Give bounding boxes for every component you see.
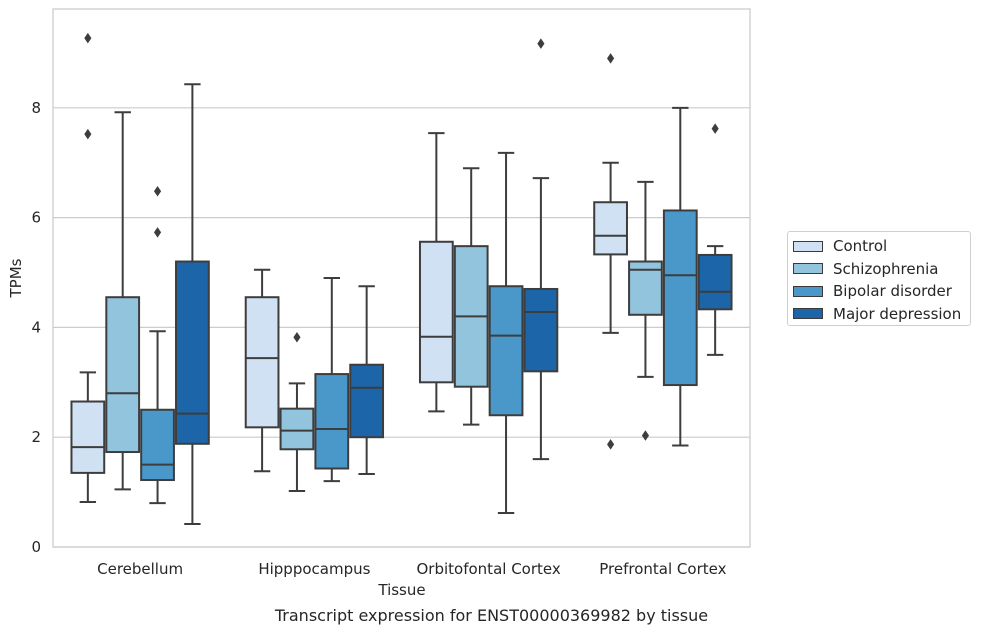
box-body (697, 253, 733, 311)
box (314, 277, 350, 483)
box (697, 123, 733, 356)
plot-frame (52, 8, 751, 548)
legend-label: Major depression (833, 304, 962, 323)
x-tick-labels: Cerebellum Hipppocampus Orbitofontal Corte… (97, 560, 726, 578)
outlier-point (84, 128, 92, 140)
y-tick-label: 8 (31, 99, 41, 117)
x-tick-label: Cerebellum (97, 560, 183, 578)
box-body (593, 201, 628, 256)
box-body (488, 285, 524, 417)
legend-swatch (793, 240, 823, 252)
outlier-point (84, 32, 92, 44)
x-tick-label: Prefrontal Cortex (599, 560, 726, 578)
legend-swatch (793, 285, 823, 297)
chart-caption: Transcript expression for ENST0000036998… (274, 606, 709, 625)
legend-item: Bipolar disorder (793, 280, 952, 302)
legend-item: Schizophrenia (793, 258, 938, 280)
y-tick-label: 4 (31, 318, 41, 336)
y-tick-labels: 0 2 4 6 8 (31, 99, 41, 556)
box (662, 106, 698, 447)
box (418, 132, 454, 413)
outlier-point (641, 430, 650, 441)
series-bipolar-disorder (140, 106, 698, 514)
legend-item: Major depression (793, 303, 961, 325)
series-control (70, 32, 628, 503)
box (593, 53, 628, 450)
box (279, 332, 315, 493)
box (70, 32, 106, 503)
y-tick-label: 2 (31, 428, 41, 446)
legend-label: Control (833, 237, 888, 255)
box (628, 180, 663, 441)
legend-swatch (793, 263, 823, 274)
box-body (523, 287, 559, 373)
outlier-point (607, 53, 615, 64)
box (140, 186, 175, 505)
box-series (70, 32, 733, 525)
outlier-point (607, 439, 615, 450)
box (105, 111, 141, 491)
legend-item: Control (793, 235, 887, 257)
box-body (662, 209, 698, 387)
x-tick-label: Hipppocampus (258, 560, 370, 578)
outlier-point (153, 186, 162, 197)
box-body (244, 296, 280, 429)
outlier-point (711, 123, 719, 134)
outlier-point (293, 332, 301, 343)
legend-label: Schizophrenia (833, 259, 939, 278)
x-tick-label: Orbitofontal Cortex (417, 560, 561, 578)
box-body (105, 296, 141, 454)
y-tick-label: 6 (31, 209, 41, 227)
x-axis-label: Tissue (377, 581, 425, 599)
box (488, 151, 524, 514)
box (349, 285, 385, 475)
box-body (279, 407, 315, 451)
outlier-point (153, 227, 162, 238)
series-schizophrenia (105, 111, 663, 493)
box-body (140, 408, 175, 482)
legend-swatch (793, 308, 823, 319)
legend: Control Schizophrenia Bipolar disorder Majo… (787, 231, 971, 326)
box (523, 38, 559, 461)
box (453, 167, 489, 426)
box (244, 268, 280, 473)
box-body (314, 373, 350, 470)
outlier-point (537, 38, 545, 49)
box (175, 83, 210, 525)
y-axis-label: TPMs (7, 258, 25, 298)
box-body (175, 260, 210, 445)
box-body (349, 363, 385, 439)
y-tick-label: 0 (31, 538, 41, 556)
series-major-depression (175, 38, 733, 525)
legend-label: Bipolar disorder (833, 282, 952, 300)
box-body (418, 240, 454, 384)
box-body (70, 400, 106, 474)
